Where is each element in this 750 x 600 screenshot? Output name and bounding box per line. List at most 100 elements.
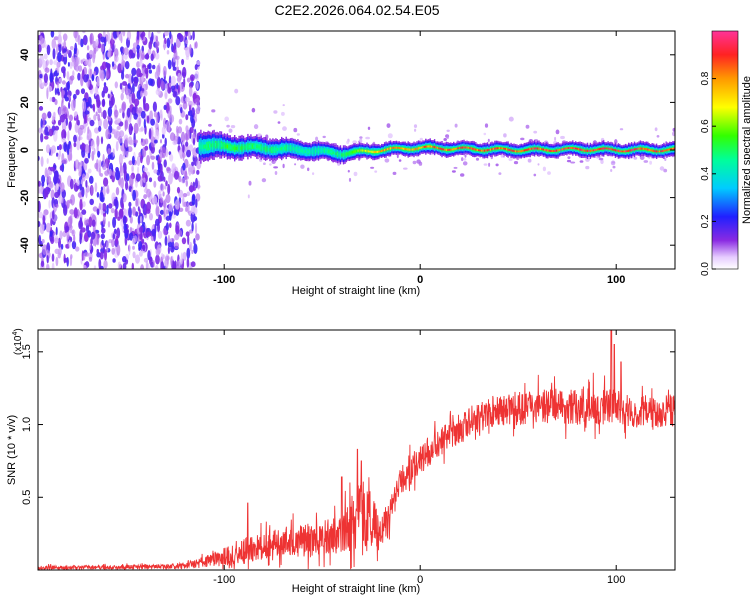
spectrogram-cell [62,105,67,112]
spectrogram-cell [296,133,300,136]
spectrogram-cell [68,239,71,249]
spectrogram-cell [56,88,60,95]
spectrogram-cell [63,158,68,165]
spectrogram-cell [116,118,121,124]
spectrogram-cell [182,100,188,110]
spectrogram-cell [75,246,80,252]
spectrogram-cell [489,148,492,151]
spectrogram-cell [554,136,557,141]
spectrogram-cell [66,230,70,240]
spectrogram-cell [83,74,89,83]
spectrogram-cell [417,147,420,150]
spectrogram-cell [447,148,449,151]
colorbar: 0.0 0.2 0.4 0.6 0.8 Normalized spectral ampl… [700,30,750,276]
spectrogram-cell [526,148,528,151]
spectrogram-cell [58,144,62,151]
spectrogram-cell [65,225,70,232]
spectrogram-cell [123,229,129,234]
spectrogram-cell [386,123,391,128]
spectrogram-cell [120,62,124,71]
spectrogram-cell [314,149,317,153]
spectrogram-cell [274,171,278,175]
spectrogram-cell [85,143,90,155]
spectrogram-cell [136,47,140,54]
spectrogram-cell [135,198,139,207]
spectrogram-cell [655,150,658,153]
spectrogram-cell [56,152,59,157]
spectrogram-cell [41,82,45,88]
spectrogram-cell [171,43,174,53]
colorbar-tick-label: 0.6 [700,119,711,133]
spectrogram-cell [429,145,431,148]
spectrogram-cell [495,147,498,150]
spectrogram-cell [87,168,92,174]
spectrogram-cell [143,90,148,97]
spectrogram-cell [187,31,191,41]
spectrogram-cell [190,114,194,124]
spectrogram-cell [657,150,659,153]
spectrogram-cell [154,71,159,80]
spectrogram-cell [82,34,88,46]
spectrogram-cell [585,149,587,152]
spectrogram-cell [520,137,525,141]
spectrogram-cell [69,256,73,267]
spectrogram-cell [173,208,177,215]
spectrogram-cell [454,123,458,128]
spectrogram-cell [347,152,349,155]
spectrogram-cell [244,145,246,149]
spectrogram-cell [186,191,190,197]
spectrogram-cell [628,149,630,152]
spectrogram-cell [190,261,196,268]
spectrogram-cell [161,81,166,90]
spectrogram-cell [511,149,514,152]
spectrogram-cell [143,98,146,111]
spectrogram-cell [155,39,159,50]
spectrogram-cell [96,208,100,215]
spectrogram-cell [328,150,330,153]
spectrogram-cell [91,219,96,227]
spectrogram-cell [596,156,599,159]
spectrogram-cell [446,129,450,132]
spectrogram-cell [79,233,82,245]
spectrogram-cell [58,31,62,36]
spectrogram-cell [586,149,589,152]
spectrogram-cell [307,167,310,172]
spectrogram-cell [55,203,59,208]
spectrogram-cell [109,121,112,126]
spectrogram-cell [196,104,201,111]
spectrogram-cell [128,123,133,136]
spectrogram-cell [138,208,141,216]
spectrogram-cell [57,51,62,63]
spectrogram-cell [46,255,49,264]
spectrogram-cell [103,31,106,39]
spectrogram-cell [506,148,508,151]
spectrogram-cell [217,143,220,147]
spectrogram-cell [535,147,537,150]
spectrogram-cell [216,142,218,147]
spectrogram-cell [182,66,187,79]
spectrogram-cell [401,147,403,150]
spectrogram-cell [322,149,324,152]
spectrogram-cell [73,234,76,243]
spectrogram-cell [206,144,208,149]
spectrogram-cell [96,76,100,87]
spectrogram-cell [192,31,195,41]
spectrogram-cell [174,199,180,210]
spectrogram-cell [651,149,653,152]
spectrogram-cell [51,115,55,123]
spectrogram-cell [151,228,156,237]
spectrogram-cell [186,257,190,269]
spectrogram-cell [148,62,152,70]
spectrogram-cell [77,72,81,81]
spectrogram-cell [625,150,627,153]
spectrogram-cell [487,138,490,143]
spectrogram-cell [103,259,108,269]
spectrogram-cell [123,223,128,232]
spectrogram-cell [57,34,62,45]
spectrogram-cell [663,168,668,173]
spectrogram-cell [623,150,625,153]
spectrogram-cell [229,145,231,150]
spectrogram-cell [610,148,612,151]
spectrogram-cell [207,143,209,149]
spectrogram-cell [169,172,173,179]
